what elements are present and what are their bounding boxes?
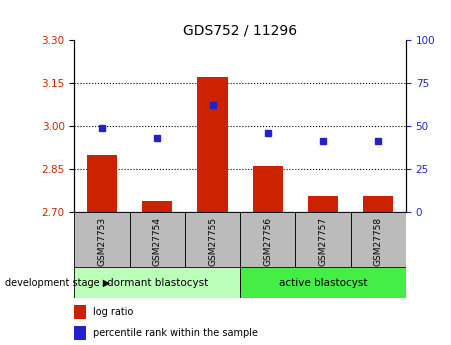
Text: GSM27754: GSM27754 [153,217,162,266]
Bar [240,212,295,267]
Text: GSM27757: GSM27757 [318,217,327,266]
Bar [74,212,130,267]
Text: GSM27753: GSM27753 [97,217,106,266]
Bar [351,212,406,267]
Bar [74,326,86,340]
Bar [240,267,406,298]
Text: active blastocyst: active blastocyst [279,278,367,288]
Bar [185,212,240,267]
Text: GSM27756: GSM27756 [263,217,272,266]
Text: percentile rank within the sample: percentile rank within the sample [92,328,258,338]
Title: GDS752 / 11296: GDS752 / 11296 [183,23,297,37]
Bar [74,267,240,298]
Bar [253,166,283,212]
Text: dormant blastocyst: dormant blastocyst [106,278,208,288]
Bar [87,155,117,212]
Bar [198,77,228,212]
Bar [295,212,351,267]
Text: GSM27758: GSM27758 [374,217,383,266]
Bar [74,305,86,319]
Text: development stage ▶: development stage ▶ [5,278,110,288]
Bar [363,196,393,212]
Text: log ratio: log ratio [92,307,133,317]
Bar [130,212,185,267]
Bar [308,196,338,212]
Bar [142,201,172,212]
Text: GSM27755: GSM27755 [208,217,217,266]
